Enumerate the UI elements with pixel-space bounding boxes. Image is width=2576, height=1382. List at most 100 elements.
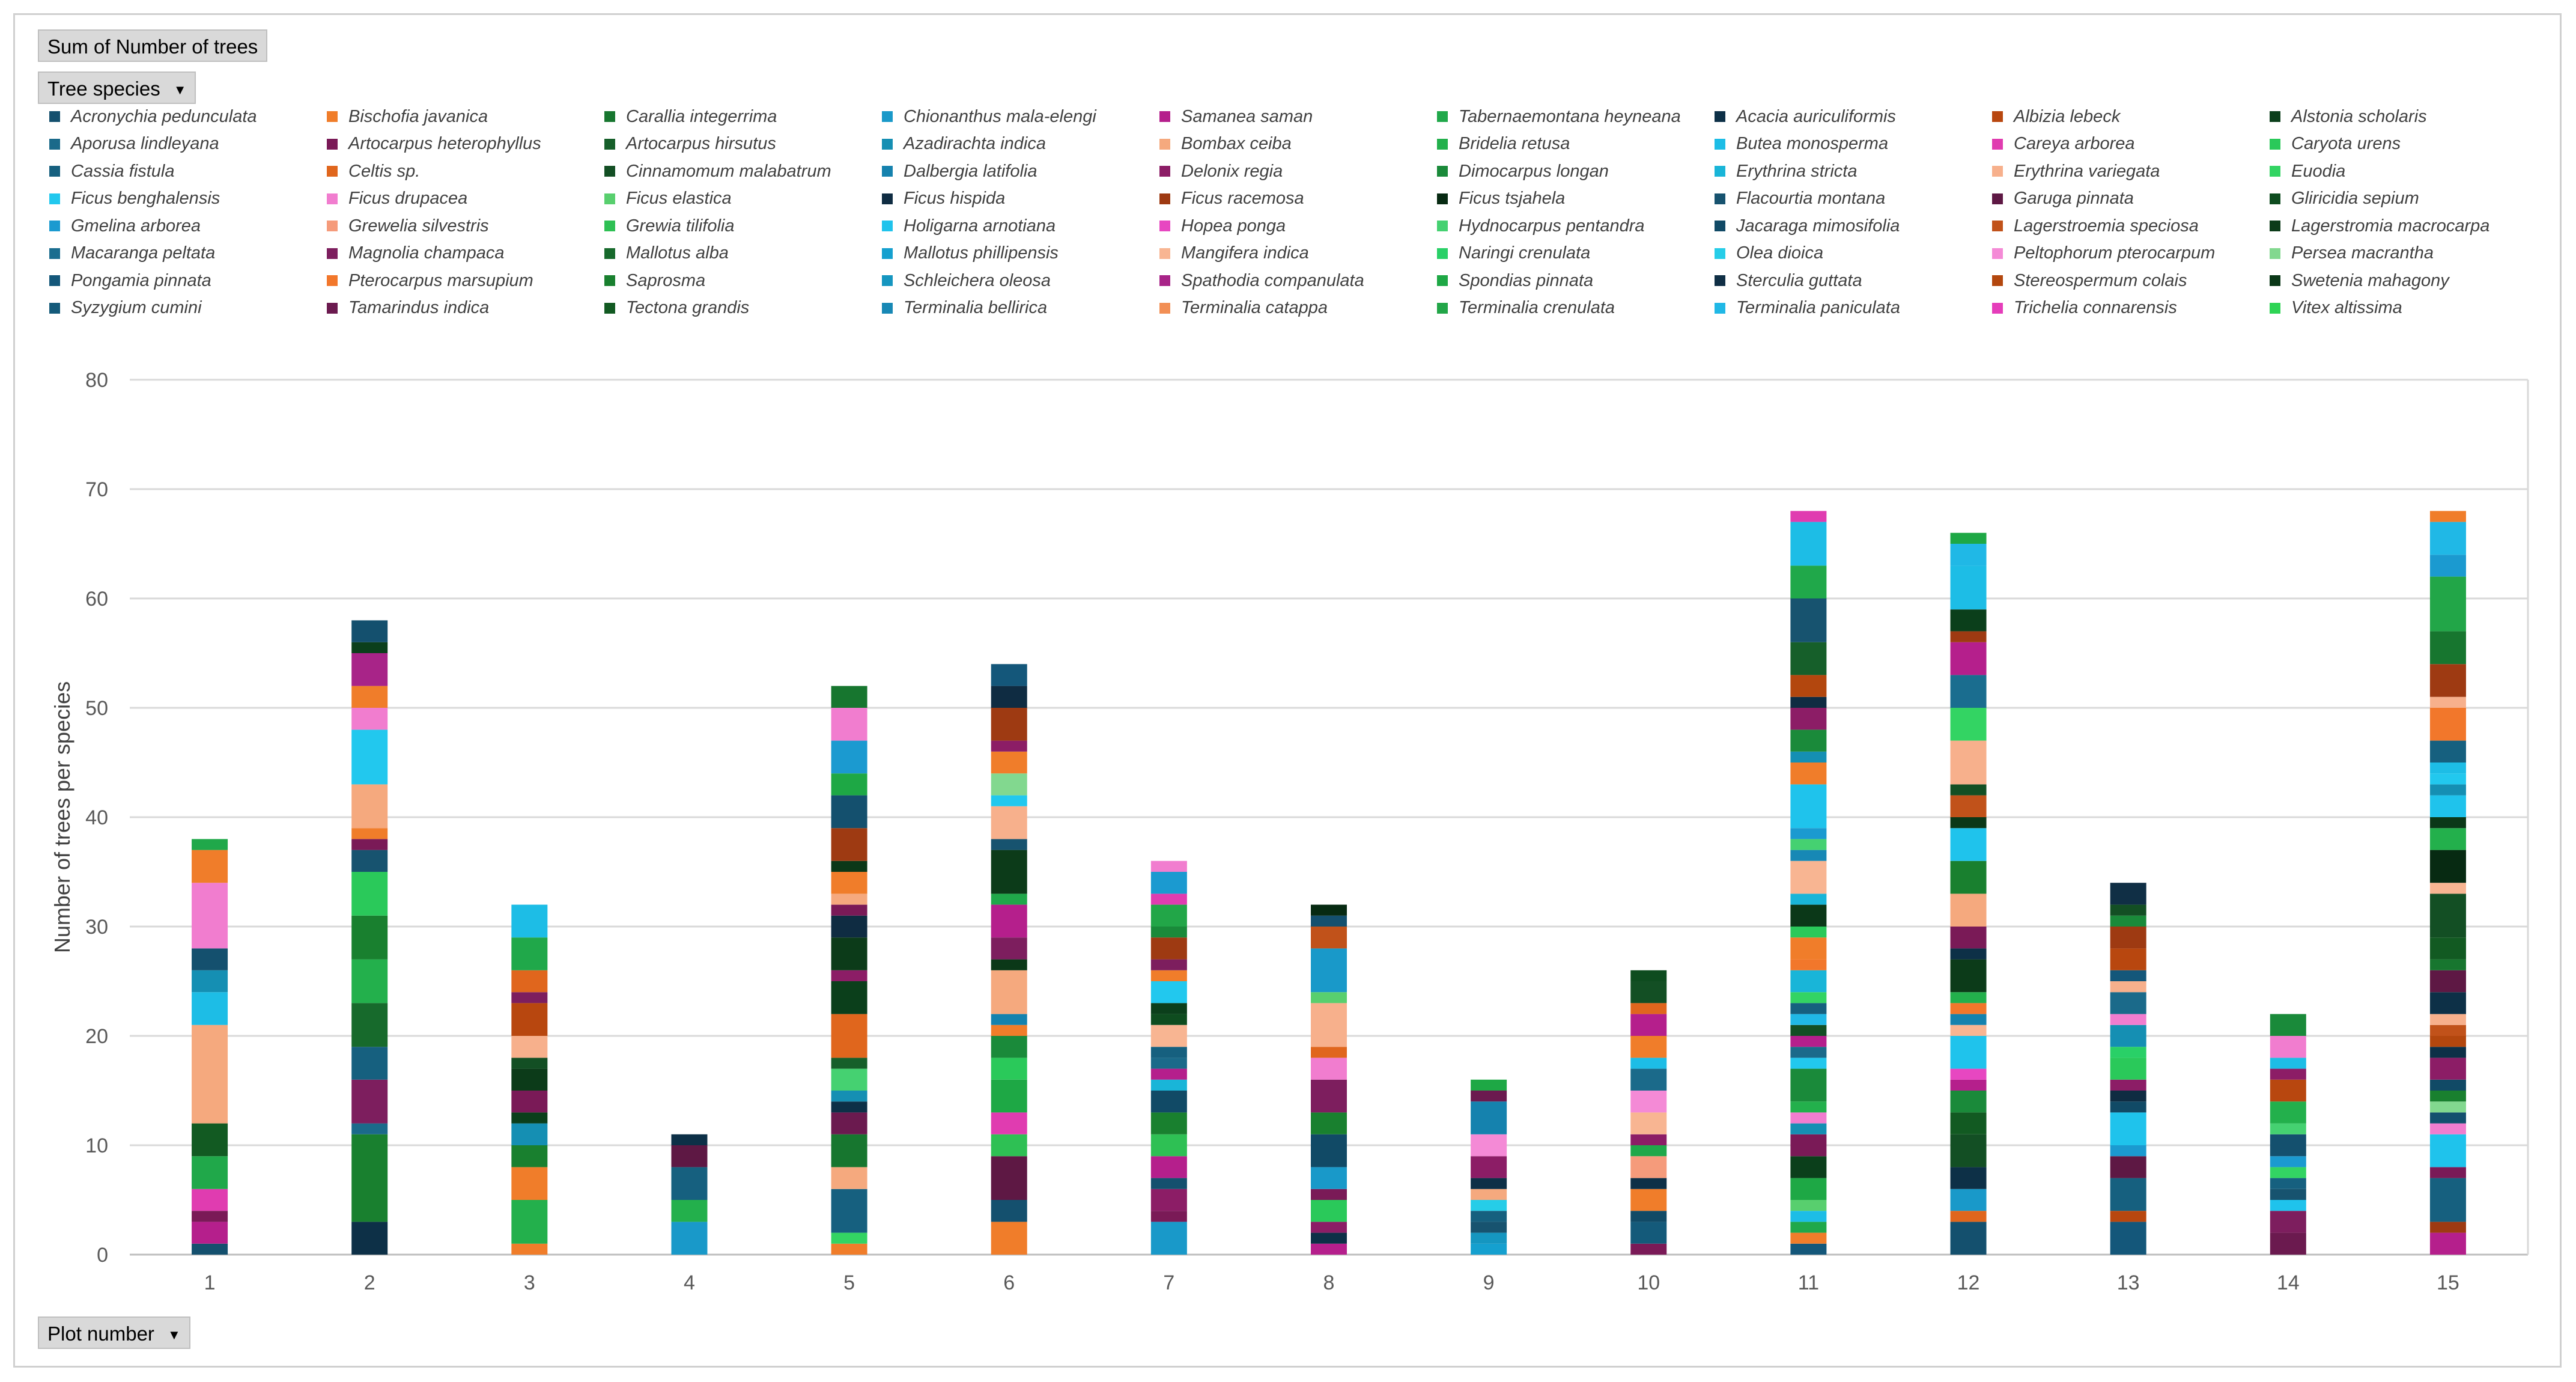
- bar-segment[interactable]: [192, 1243, 228, 1255]
- bar-segment[interactable]: [1630, 1156, 1667, 1178]
- bar-segment[interactable]: [1630, 1091, 1667, 1113]
- bar-segment[interactable]: [192, 1189, 228, 1211]
- bar-segment[interactable]: [1630, 1014, 1667, 1036]
- bar-segment[interactable]: [2270, 1211, 2306, 1233]
- bar-stack-plot-4[interactable]: [671, 1134, 708, 1255]
- bar-stack-plot-7[interactable]: [1150, 860, 1187, 1255]
- bar-segment[interactable]: [831, 1134, 867, 1167]
- bar-segment[interactable]: [1790, 1178, 1827, 1200]
- bar-segment[interactable]: [2110, 992, 2146, 1014]
- bar-segment[interactable]: [831, 1101, 867, 1113]
- bar-segment[interactable]: [192, 970, 228, 993]
- bar-segment[interactable]: [2429, 817, 2466, 829]
- bar-segment[interactable]: [2429, 1091, 2466, 1102]
- bar-segment[interactable]: [831, 1189, 867, 1233]
- bar-segment[interactable]: [1471, 1134, 1507, 1157]
- bar-segment[interactable]: [1790, 708, 1827, 730]
- bar-stack-plot-8[interactable]: [1311, 904, 1347, 1255]
- bar-segment[interactable]: [1950, 1134, 1987, 1167]
- bar-segment[interactable]: [1311, 1003, 1347, 1047]
- bar-segment[interactable]: [1790, 1232, 1827, 1244]
- bar-segment[interactable]: [2110, 1047, 2146, 1058]
- bar-segment[interactable]: [1311, 915, 1347, 927]
- bar-segment[interactable]: [2429, 555, 2466, 577]
- bar-segment[interactable]: [1790, 1222, 1827, 1233]
- bar-segment[interactable]: [671, 1167, 708, 1200]
- bar-segment[interactable]: [1950, 1024, 1987, 1036]
- bar-segment[interactable]: [351, 1222, 388, 1255]
- bar-segment[interactable]: [1950, 1189, 1987, 1211]
- bar-segment[interactable]: [1150, 1047, 1187, 1058]
- bar-segment[interactable]: [1950, 708, 1987, 741]
- bar-stack-plot-6[interactable]: [991, 664, 1027, 1255]
- bar-segment[interactable]: [991, 708, 1027, 741]
- bar-segment[interactable]: [1790, 893, 1827, 905]
- bar-segment[interactable]: [192, 1123, 228, 1157]
- bar-segment[interactable]: [2110, 1101, 2146, 1113]
- bar-segment[interactable]: [1790, 522, 1827, 566]
- bar-segment[interactable]: [2110, 948, 2146, 970]
- bar-segment[interactable]: [1790, 1014, 1827, 1025]
- bar-segment[interactable]: [351, 620, 388, 642]
- bar-segment[interactable]: [831, 1058, 867, 1069]
- bar-segment[interactable]: [2429, 696, 2466, 708]
- bar-segment[interactable]: [991, 1079, 1027, 1113]
- bar-segment[interactable]: [1471, 1200, 1507, 1211]
- bar-segment[interactable]: [2429, 1014, 2466, 1025]
- bar-segment[interactable]: [2429, 970, 2466, 993]
- bar-segment[interactable]: [2429, 631, 2466, 665]
- bar-segment[interactable]: [351, 686, 388, 708]
- bar-segment[interactable]: [991, 1156, 1027, 1200]
- bar-segment[interactable]: [2270, 1036, 2306, 1058]
- bar-segment[interactable]: [2110, 1091, 2146, 1102]
- bar-stack-plot-13[interactable]: [2110, 883, 2146, 1255]
- bar-segment[interactable]: [671, 1200, 708, 1222]
- bar-segment[interactable]: [831, 828, 867, 861]
- bar-segment[interactable]: [511, 1003, 548, 1036]
- bar-segment[interactable]: [1790, 751, 1827, 763]
- bar-segment[interactable]: [2429, 1167, 2466, 1178]
- bar-segment[interactable]: [511, 970, 548, 993]
- bar-segment[interactable]: [351, 850, 388, 872]
- bar-segment[interactable]: [1150, 1058, 1187, 1069]
- bar-segment[interactable]: [511, 1200, 548, 1244]
- bar-segment[interactable]: [192, 839, 228, 850]
- bar-segment[interactable]: [1150, 1211, 1187, 1222]
- bar-segment[interactable]: [2110, 1112, 2146, 1145]
- bar-segment[interactable]: [1150, 1003, 1187, 1014]
- bar-segment[interactable]: [1150, 1222, 1187, 1255]
- bar-segment[interactable]: [2270, 1068, 2306, 1080]
- bar-segment[interactable]: [2110, 1024, 2146, 1047]
- bar-segment[interactable]: [1150, 1156, 1187, 1178]
- bar-segment[interactable]: [831, 872, 867, 894]
- bar-segment[interactable]: [511, 1145, 548, 1167]
- bar-segment[interactable]: [1950, 817, 1987, 829]
- bar-segment[interactable]: [991, 664, 1027, 686]
- bar-segment[interactable]: [192, 992, 228, 1025]
- bar-segment[interactable]: [991, 893, 1027, 905]
- bar-segment[interactable]: [831, 893, 867, 905]
- bar-segment[interactable]: [831, 860, 867, 872]
- bar-segment[interactable]: [2429, 883, 2466, 894]
- bar-segment[interactable]: [1950, 948, 1987, 960]
- bar-segment[interactable]: [1790, 1156, 1827, 1178]
- bar-stack-plot-12[interactable]: [1950, 532, 1987, 1255]
- bar-segment[interactable]: [1471, 1232, 1507, 1244]
- bar-segment[interactable]: [2270, 1178, 2306, 1189]
- bar-segment[interactable]: [991, 1200, 1027, 1222]
- bar-segment[interactable]: [1630, 1058, 1667, 1069]
- bar-segment[interactable]: [511, 1068, 548, 1091]
- bar-segment[interactable]: [831, 773, 867, 796]
- bar-segment[interactable]: [351, 1123, 388, 1134]
- bar-segment[interactable]: [1790, 927, 1827, 938]
- bar-segment[interactable]: [991, 850, 1027, 894]
- bar-segment[interactable]: [2429, 1101, 2466, 1113]
- legend-field-button[interactable]: Tree species ▼: [38, 72, 196, 104]
- bar-stack-plot-5[interactable]: [831, 686, 867, 1255]
- bar-segment[interactable]: [1150, 1134, 1187, 1157]
- bar-segment[interactable]: [511, 1112, 548, 1124]
- bar-segment[interactable]: [1950, 1068, 1987, 1080]
- bar-segment[interactable]: [831, 1167, 867, 1189]
- bar-segment[interactable]: [192, 1222, 228, 1244]
- bar-segment[interactable]: [192, 850, 228, 883]
